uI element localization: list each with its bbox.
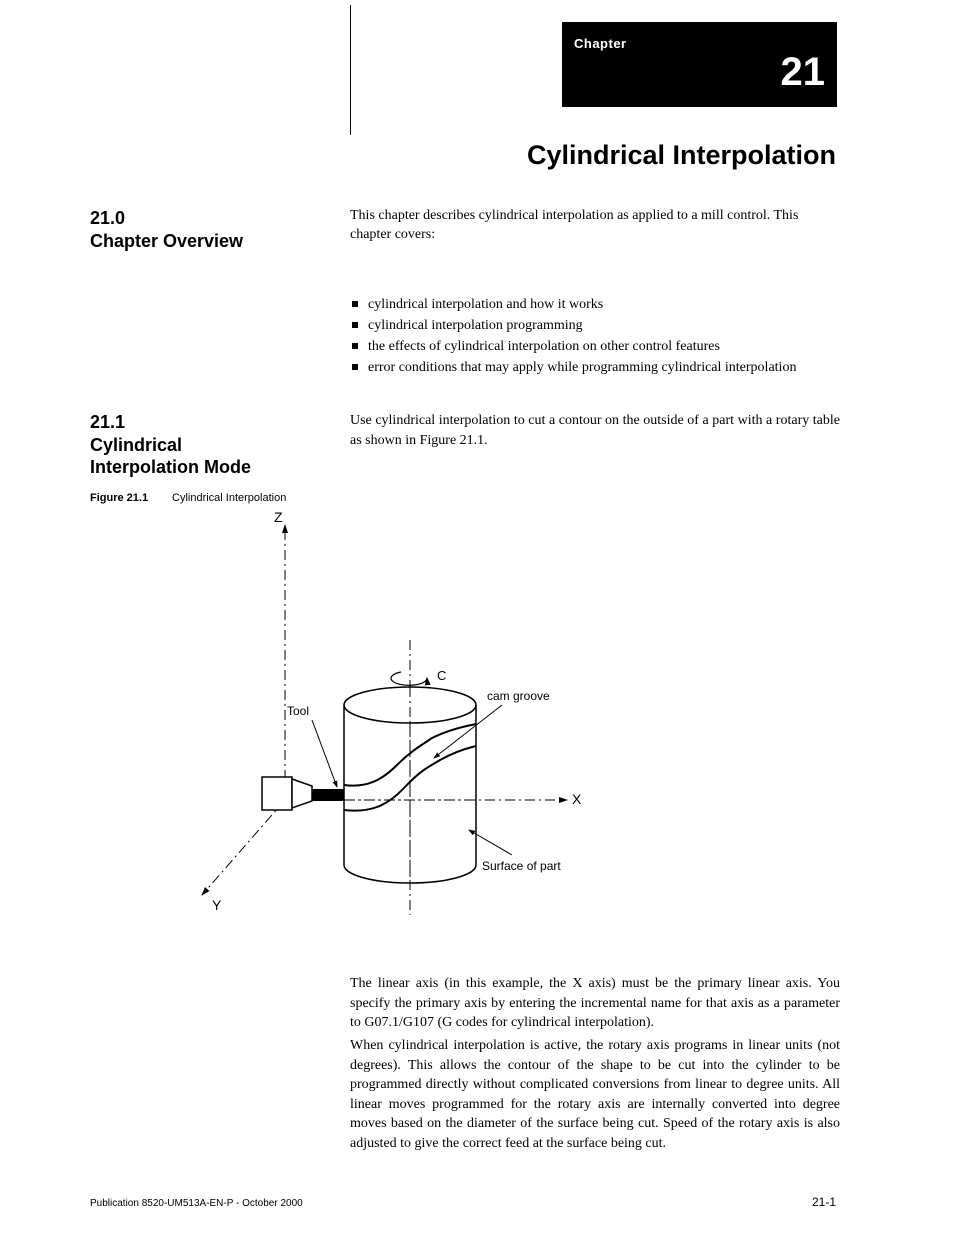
section-title-overview: 21.0 Chapter Overview: [90, 207, 243, 252]
figure-label-surface: Surface of part: [482, 859, 561, 873]
para-2: The linear axis (in this example, the X …: [350, 974, 840, 1033]
figure-caption: Cylindrical Interpolation: [172, 492, 286, 504]
axis-label-z: Z: [274, 510, 283, 525]
chapter-number: 21: [574, 52, 825, 92]
bullet-list: cylindrical interpolation and how it wor…: [350, 294, 840, 378]
para-1: Use cylindrical interpolation to cut a c…: [350, 411, 840, 450]
footer-page-number: 21-1: [812, 1195, 836, 1209]
para-3: When cylindrical interpolation is active…: [350, 1036, 840, 1154]
list-item: the effects of cylindrical interpolation…: [368, 336, 840, 357]
figure-label-groove: cam groove: [487, 689, 550, 703]
figure-diagram: Z X Y C To: [172, 510, 712, 930]
chapter-title: Cylindrical Interpolation: [527, 140, 836, 171]
chapter-block: Chapter 21: [562, 22, 837, 107]
intro-paragraph: This chapter describes cylindrical inter…: [350, 207, 840, 245]
list-item: cylindrical interpolation and how it wor…: [368, 294, 840, 315]
list-item: error conditions that may apply while pr…: [368, 357, 840, 378]
figure-label: Figure 21.1: [90, 492, 148, 504]
top-vertical-rule: [350, 5, 351, 135]
axis-label-y: Y: [212, 897, 222, 913]
section-title-mode: 21.1 Cylindrical Interpolation Mode: [90, 411, 251, 479]
footer-publication: Publication 8520-UM513A-EN-P - October 2…: [90, 1198, 303, 1209]
list-item: cylindrical interpolation programming: [368, 315, 840, 336]
axis-label-x: X: [572, 791, 582, 807]
axis-label-c: C: [437, 668, 446, 683]
figure-label-tool: Tool: [287, 704, 309, 718]
